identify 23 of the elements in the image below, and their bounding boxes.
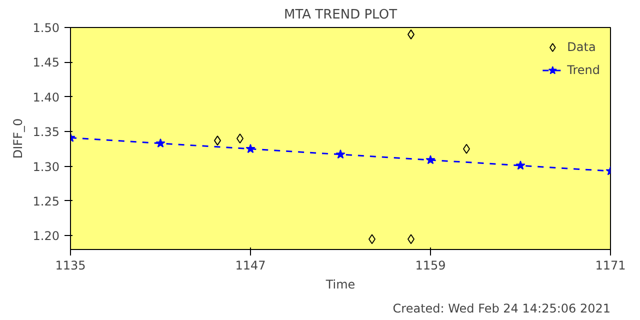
x-tick-label: 1171 bbox=[595, 258, 626, 272]
y-tick-label: 1.20 bbox=[32, 229, 60, 244]
legend-label: Data bbox=[567, 40, 596, 54]
point bbox=[246, 144, 256, 154]
y-tick-label: 1.30 bbox=[32, 160, 60, 174]
y-tick-label: 1.50 bbox=[32, 21, 60, 35]
point bbox=[426, 155, 436, 164]
point bbox=[156, 138, 166, 148]
legend-label: Trend bbox=[567, 63, 600, 77]
y-tick-label: 1.25 bbox=[32, 194, 60, 208]
x-tick-label: 1147 bbox=[235, 258, 266, 272]
y-axis-title: DIFF_0 bbox=[10, 118, 25, 159]
chart-title: MTA TREND PLOT bbox=[284, 8, 398, 22]
point bbox=[236, 134, 244, 144]
x-tick-label: 1135 bbox=[55, 258, 86, 272]
x-tick-label: 1159 bbox=[415, 258, 446, 272]
point bbox=[516, 160, 526, 170]
y-tick-label: 1.35 bbox=[32, 125, 60, 140]
y-tick-label: 1.40 bbox=[32, 90, 60, 104]
y-tick-label: 1.45 bbox=[32, 56, 60, 70]
text: Created: Wed Feb 24 14:25:06 2021 bbox=[392, 302, 610, 316]
point bbox=[336, 149, 346, 159]
x-axis-title: Time bbox=[324, 278, 356, 292]
